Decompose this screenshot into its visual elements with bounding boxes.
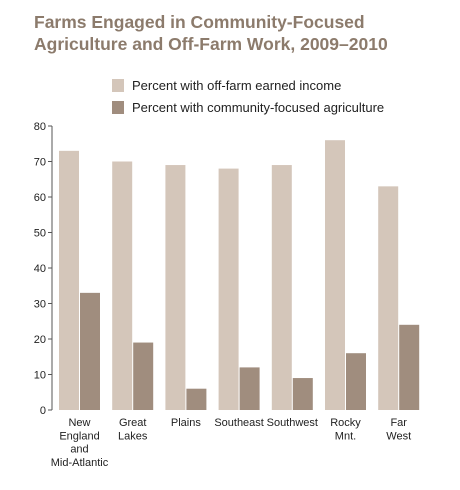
legend-swatch-offfarm (112, 78, 124, 92)
x-tick-label: Southeast (214, 417, 264, 429)
y-tick-label: 40 (34, 263, 46, 275)
bar-offfarm (271, 165, 292, 410)
y-axis: 0 10 20 30 40 50 60 70 80 (34, 121, 53, 417)
legend-item-offfarm: Percent with off-farm earned income (112, 75, 384, 95)
bar-offfarm (165, 165, 186, 410)
legend: Percent with off-farm earned income Perc… (112, 75, 384, 119)
bar-offfarm (59, 150, 79, 410)
x-axis-labels: New England and Mid-Atlantic Great Lakes Plain… (51, 417, 411, 469)
x-tick-label: Great Lakes (118, 417, 148, 442)
bar-offfarm (112, 161, 133, 410)
y-tick-label: 80 (34, 121, 46, 133)
bar-offfarm (218, 168, 239, 410)
chart-title-line-1: Farms Engaged in Community-Focused (34, 12, 365, 32)
y-tick-label: 70 (34, 157, 46, 169)
x-tick-label: Southwest (267, 417, 318, 429)
bar-community (80, 292, 100, 410)
y-tick-label: 60 (34, 192, 46, 204)
bar-community (292, 378, 313, 410)
legend-swatch-community (112, 100, 124, 114)
bar-community (133, 342, 154, 410)
bar-offfarm (325, 140, 345, 410)
bars (59, 140, 420, 410)
y-tick-label: 10 (34, 370, 46, 382)
chart-title-line-2: Agriculture and Off-Farm Work, 2009–2010 (34, 34, 388, 54)
x-tick-label: Plains (171, 417, 201, 429)
y-tick-label: 50 (34, 228, 46, 240)
x-tick-label: New England and Mid-Atlantic (51, 417, 109, 469)
x-tick-label: Rocky Mnt. (330, 417, 361, 442)
y-tick-label: 30 (34, 299, 46, 311)
bar-community (399, 324, 420, 410)
legend-label-offfarm: Percent with off-farm earned income (132, 77, 342, 93)
bar-community (346, 353, 366, 410)
bar-offfarm (378, 186, 399, 410)
legend-label-community: Percent with community-focused agricultu… (132, 99, 385, 115)
chart-title: Farms Engaged in Community-Focused Agric… (34, 11, 454, 55)
bar-community (186, 388, 207, 410)
y-tick-label: 0 (40, 405, 46, 417)
y-tick-label: 20 (34, 334, 46, 346)
legend-item-community: Percent with community-focused agricultu… (112, 97, 384, 117)
x-tick-label: Far West (386, 417, 411, 442)
bar-community (239, 367, 260, 410)
